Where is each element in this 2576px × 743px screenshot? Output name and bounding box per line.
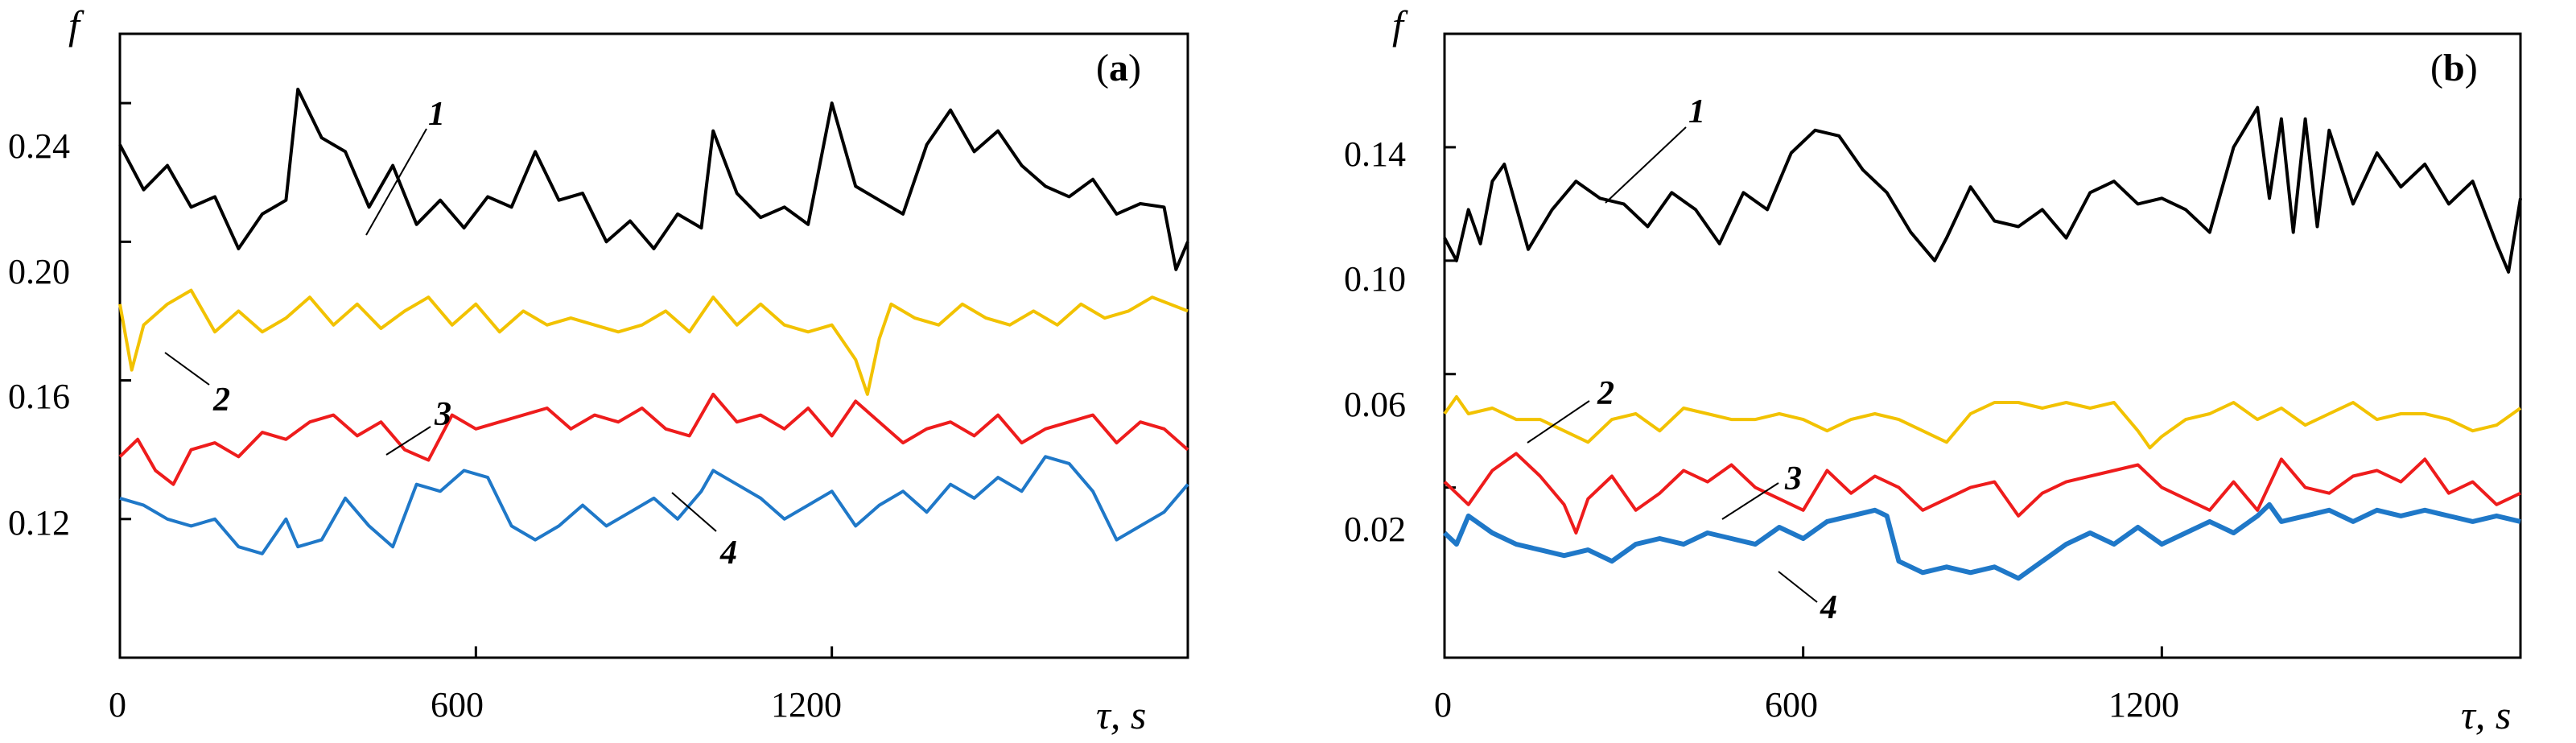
series-line-1: [118, 87, 1189, 271]
curve-1-label: 1: [428, 96, 445, 133]
ytick-label: 0.24: [8, 126, 70, 166]
panel-a-curve-labels: 1 2 3 4: [164, 96, 737, 572]
ytick-label: 0.06: [1344, 385, 1406, 424]
xtick-label: 600: [431, 685, 484, 724]
series-line-4: [1442, 502, 2521, 581]
curve-4-label: 4: [719, 535, 737, 572]
series-line-4: [119, 455, 1189, 555]
series-line-1: [1443, 105, 2522, 274]
panel-b-curve-labels: 1 2 3 4: [1527, 93, 1837, 626]
panel-b-ytick-labels: 0.02 0.06 0.10 0.14: [1344, 134, 1406, 549]
curve-1-leader: [365, 128, 427, 236]
curve-2-leader: [1527, 400, 1590, 444]
panel-a-ticks: [118, 101, 834, 658]
panel-a-letter: a: [1109, 47, 1128, 89]
series-line-3: [1443, 452, 2521, 535]
curve-3-leader: [1721, 482, 1779, 520]
series-line-3: [118, 392, 1189, 486]
curve-4-label: 4: [1820, 589, 1837, 626]
series-line-2: [1443, 394, 2522, 450]
panel-b-label: (b): [2430, 47, 2478, 89]
panel-b: f τ, s (b) 0.02 0.06 0.10 0.14 0 600 120…: [1344, 2, 2522, 737]
ytick-label: 0.20: [8, 252, 70, 291]
ytick-label: 0.10: [1344, 259, 1406, 299]
panel-a-label: (a): [1096, 47, 1141, 89]
curve-4-leader: [671, 492, 717, 532]
panel-a-ytick-labels: 0.12 0.16 0.20 0.24: [8, 126, 70, 543]
xtick-label: 1200: [771, 685, 842, 724]
curve-3-label: 3: [1784, 460, 1802, 497]
ytick-label: 0.14: [1344, 134, 1406, 174]
panel-b-x-axis-label: τ, s: [2461, 692, 2511, 737]
curve-2-label: 2: [212, 382, 230, 419]
ytick-label: 0.16: [8, 377, 70, 416]
panel-a: f τ, s (a) 0.12 0.16 0.20 0.24 0 600 120…: [8, 2, 1189, 737]
panel-a-x-axis-label: τ, s: [1096, 692, 1146, 737]
series-line-2: [118, 288, 1189, 396]
panel-b-letter: b: [2443, 47, 2465, 89]
curve-3-leader: [385, 426, 431, 456]
curve-4-leader: [1778, 571, 1818, 603]
ytick-label: 0.12: [8, 503, 70, 543]
panel-b-y-axis-label: f: [1392, 2, 1408, 47]
xtick-label: 0: [109, 685, 126, 724]
curve-2-leader: [164, 352, 210, 386]
panel-b-series: [1442, 105, 2522, 581]
panel-b-frame: [1443, 32, 2522, 659]
xtick-label: 1200: [2108, 685, 2179, 724]
panel-a-series: [118, 87, 1189, 555]
panel-b-xtick-labels: 0 600 1200: [1434, 685, 2179, 724]
curve-3-label: 3: [434, 396, 451, 433]
panel-a-xtick-labels: 0 600 1200: [109, 685, 842, 724]
xtick-label: 0: [1434, 685, 1452, 724]
panel-a-y-axis-label: f: [68, 2, 84, 47]
curve-2-label: 2: [1597, 375, 1614, 412]
xtick-label: 600: [1765, 685, 1818, 724]
curve-1-label: 1: [1688, 93, 1705, 130]
curve-1-leader: [1605, 126, 1687, 204]
panel-a-frame: [118, 32, 1189, 659]
ytick-label: 0.02: [1344, 510, 1406, 549]
